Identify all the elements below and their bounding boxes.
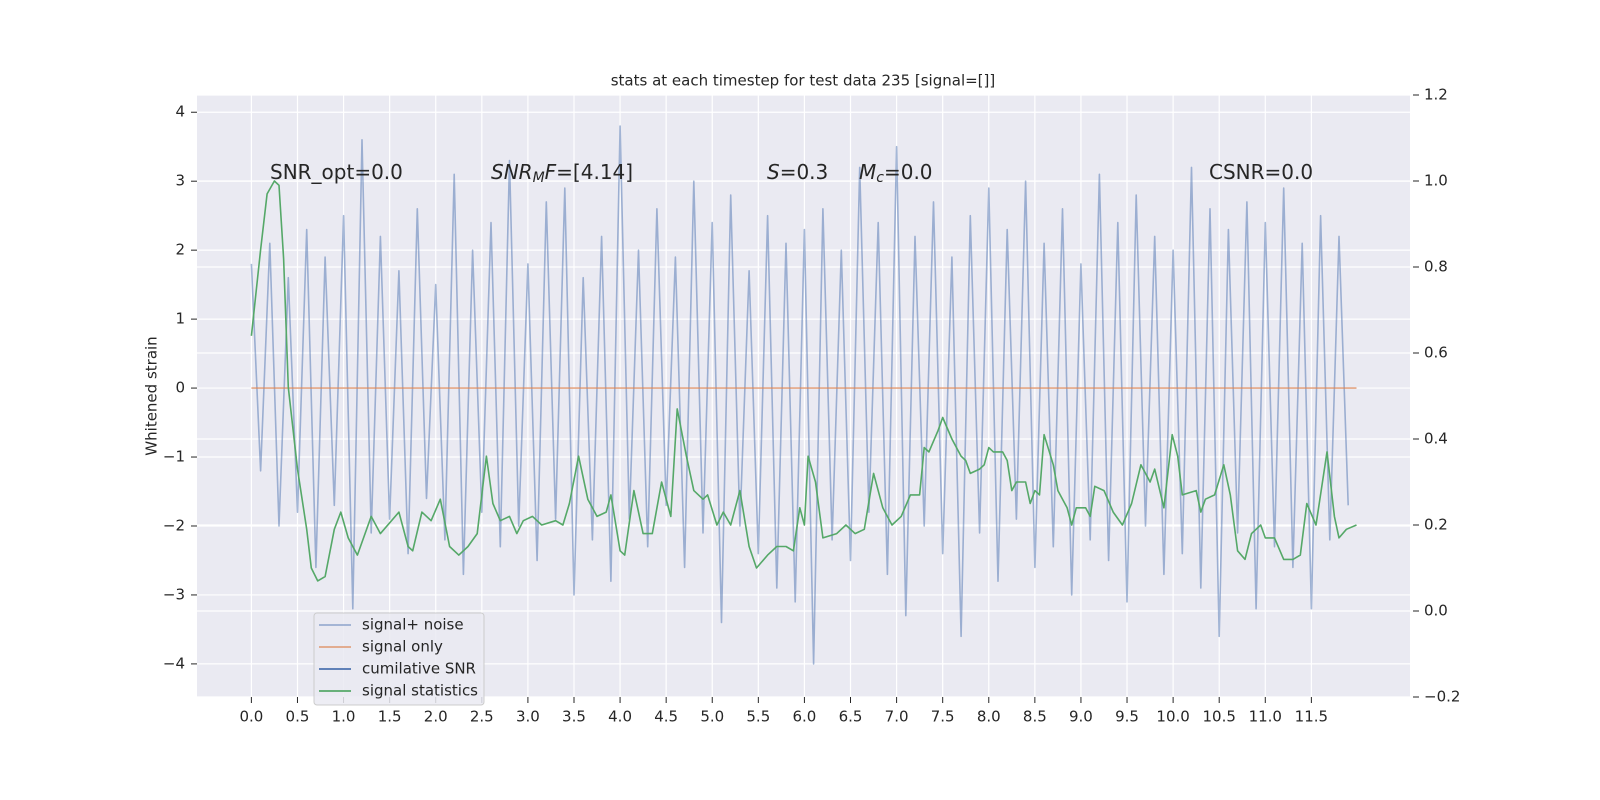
y-tick-label: 1 (175, 310, 185, 328)
x-tick-label: 1.0 (332, 708, 356, 726)
legend-box (313, 612, 485, 706)
x-tick-label: 0.0 (239, 708, 263, 726)
x-tick-label: 11.0 (1249, 708, 1282, 726)
x-tick-label: 10.0 (1156, 708, 1189, 726)
annotation: SNR_opt=0.0 (270, 160, 403, 184)
y-tick-label: −2 (163, 516, 185, 534)
x-tick-label: 1.5 (378, 708, 402, 726)
y-tick-label: 3 (175, 172, 185, 190)
annotation-part: c (876, 170, 884, 186)
x-tick-label: 2.0 (424, 708, 448, 726)
x-tick-label: 6.5 (839, 708, 863, 726)
axes: 0.0 0.5 1.0 1.5 2.0 2.5 3.0 3.5 4.0 4.5 5.0 5.5 6.0 6… (163, 86, 1461, 726)
annotations: SNR_opt=0.0 SNRMF=[4.14] S=0.3 Mc=0.0 CSNR=0… (270, 160, 1313, 187)
annotation: SNRMF=[4.14] (491, 160, 633, 187)
y2-tick-label: 0.8 (1424, 258, 1448, 276)
chart-title: stats at each timestep for test data 235… (611, 72, 996, 90)
annotation: S=0.3 (767, 160, 828, 184)
series-line (250, 180, 1357, 582)
legend-label: signal only (362, 638, 443, 656)
x-tick-label: 0.5 (286, 708, 310, 726)
annotation-part: S (767, 160, 780, 184)
x-tick-label: 8.0 (977, 708, 1001, 726)
y2-tick-label: 1.2 (1424, 86, 1448, 104)
annotation-part: SNR_opt=0.0 (270, 160, 403, 184)
annotation-part: M (533, 170, 545, 186)
marks (250, 125, 1357, 665)
annotation: CSNR=0.0 (1209, 160, 1313, 184)
y-tick-label: 2 (175, 241, 185, 259)
x-tick-label: 6.0 (792, 708, 816, 726)
y2-tick-label: −0.2 (1424, 688, 1460, 706)
annotation-part: CSNR=0.0 (1209, 160, 1313, 184)
annotation-part: =[4.14] (556, 160, 633, 184)
legend-label: signal+ noise (362, 616, 464, 634)
series-line (250, 125, 1349, 665)
x-tick-label: 4.0 (608, 708, 632, 726)
x-tick-label: 5.0 (700, 708, 724, 726)
y-axis-label: Whitened strain (143, 336, 161, 455)
y-tick-label: −1 (163, 448, 185, 466)
annotation-part: =0.0 (884, 160, 933, 184)
plot-area (197, 95, 1410, 697)
x-tick-label: 4.5 (654, 708, 678, 726)
x-tick-label: 2.5 (470, 708, 494, 726)
legend-label: signal statistics (362, 682, 478, 700)
legend-label: cumilative SNR (362, 660, 476, 678)
annotation-part: M (859, 160, 876, 184)
y2-tick-label: 0.2 (1424, 516, 1448, 534)
y2-tick-label: 1.0 (1424, 172, 1448, 190)
y2-tick-label: 0.4 (1424, 430, 1448, 448)
x-tick-label: 3.5 (562, 708, 586, 726)
y-tick-label: −3 (163, 585, 185, 603)
y-tick-label: −4 (163, 654, 185, 672)
y2-tick-label: 0.0 (1424, 602, 1448, 620)
legend: signal+ noise signal only cumilative SNR si… (313, 612, 485, 706)
annotation-part: =0.3 (780, 160, 829, 184)
annotation-part: SNR (491, 160, 533, 184)
x-tick-label: 9.5 (1115, 708, 1139, 726)
x-tick-label: 9.0 (1069, 708, 1093, 726)
x-tick-label: 3.0 (516, 708, 540, 726)
y2-tick-label: 0.6 (1424, 344, 1448, 362)
x-tick-label: 8.5 (1023, 708, 1047, 726)
x-tick-label: 11.5 (1295, 708, 1328, 726)
x-tick-label: 7.0 (885, 708, 909, 726)
x-tick-label: 10.5 (1202, 708, 1235, 726)
annotation-part: F (545, 160, 557, 184)
x-tick-label: 7.5 (931, 708, 955, 726)
annotation: Mc=0.0 (859, 160, 933, 187)
y-tick-label: 4 (175, 103, 185, 121)
y-tick-label: 0 (175, 379, 185, 397)
x-tick-label: 5.5 (746, 708, 770, 726)
